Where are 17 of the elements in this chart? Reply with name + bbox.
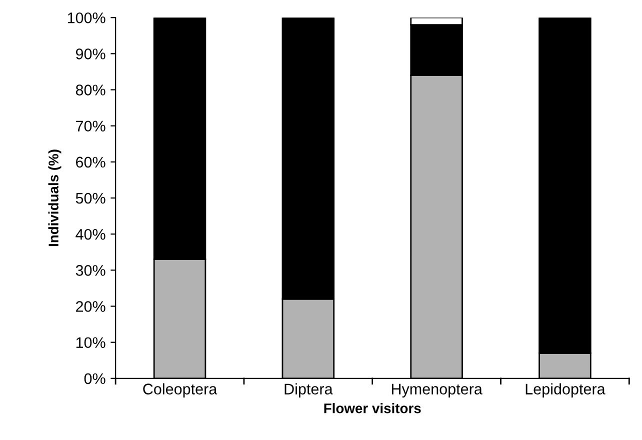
y-tick-label: 0% — [84, 373, 106, 384]
x-tick-label: Coleoptera — [143, 383, 218, 398]
y-tick-label: 30% — [76, 265, 106, 276]
x-tick-label: Hymenoptera — [392, 384, 482, 398]
y-tick-label: 80% — [76, 84, 106, 96]
y-tick-label: 100% — [68, 12, 106, 24]
y-tick-label: 50% — [76, 192, 106, 204]
y-tick-label: 60% — [76, 156, 106, 168]
y-tick-label: 20% — [76, 301, 106, 312]
y-axis-title: Individuals (%) — [48, 150, 62, 246]
x-axis-title: Flower visitors — [324, 403, 421, 414]
y-tick-label: 90% — [76, 48, 106, 60]
y-tick-label: 70% — [76, 120, 106, 132]
y-tick-label: 40% — [76, 228, 106, 240]
x-tick-label: Diptera — [284, 383, 333, 398]
y-tick-label: 10% — [76, 337, 106, 348]
x-tick-label: Lepidoptera — [526, 383, 606, 398]
